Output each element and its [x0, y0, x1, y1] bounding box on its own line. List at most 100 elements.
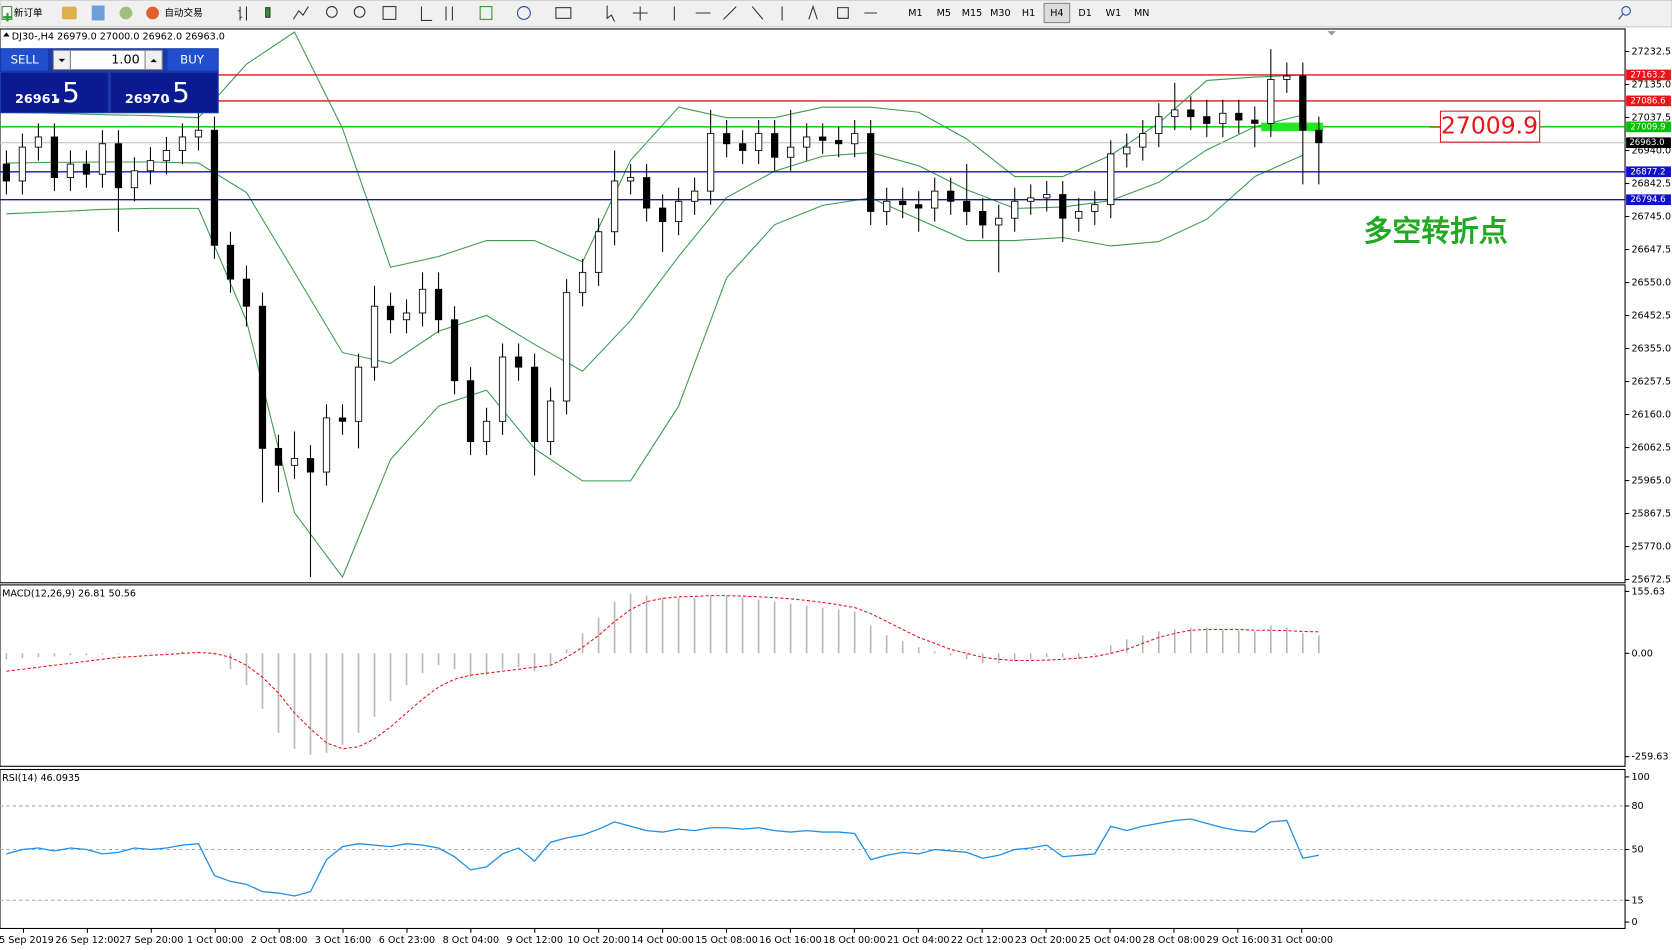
lots-down-arrow: [58, 58, 66, 63]
buy-button[interactable]: BUY: [167, 49, 218, 71]
macd-bar: [1189, 627, 1192, 654]
candle-body: [803, 136, 811, 148]
price-tick-label: 26550.0: [1631, 278, 1671, 289]
candle-body: [1155, 116, 1163, 135]
candle-body: [258, 305, 267, 449]
level-label-box: [1626, 121, 1671, 133]
macd-bar: [661, 597, 664, 654]
timeframe-button[interactable]: W1: [1106, 8, 1122, 19]
candle-body: [562, 292, 571, 402]
macd-bar: [1286, 627, 1288, 654]
macd-bar: [565, 649, 568, 654]
timeframe-button[interactable]: H4: [1050, 8, 1063, 19]
time-label: 27 Sep 20:00: [119, 935, 183, 946]
macd-bar: [757, 599, 760, 654]
macd-bar: [261, 653, 264, 710]
sell-button[interactable]: SELL: [1, 49, 49, 71]
time-label: 25 Sep 2019: [0, 935, 54, 946]
sell-label: SELL: [11, 52, 39, 66]
candle-body: [338, 417, 347, 422]
timeframe-button[interactable]: MN: [1134, 8, 1149, 19]
candle-body: [578, 271, 587, 294]
price-tick-label: 26940.0: [1631, 146, 1671, 157]
sell-price-pips: .5: [53, 76, 79, 109]
timeframe-button[interactable]: M15: [962, 8, 983, 19]
time-label: 10 Oct 20:00: [567, 935, 630, 946]
macd-bar: [1221, 629, 1224, 654]
candle-body: [50, 136, 59, 179]
candle-body: [114, 143, 123, 189]
rsi-tick-label: 50: [1631, 844, 1643, 855]
price-tick-label: 25672.5: [1631, 575, 1671, 586]
annotation-text: 多空转折点: [1364, 214, 1508, 248]
macd-bar: [469, 653, 472, 678]
level-label: 27086.6: [1630, 96, 1665, 106]
price-tick-label: 25770.0: [1631, 542, 1671, 553]
macd-bar: [901, 641, 904, 654]
price-tick-label: 26257.5: [1631, 377, 1671, 388]
auto-trading-button[interactable]: 自动交易: [146, 6, 203, 20]
candle-body: [482, 420, 491, 443]
sell-price-main: 26961: [15, 92, 60, 107]
header-arrow: [3, 32, 10, 37]
macd-bar: [725, 595, 728, 654]
macd-bar: [405, 653, 408, 686]
candle-body: [130, 170, 139, 189]
candle-body: [322, 417, 331, 473]
candle-body: [66, 163, 75, 179]
macd-bar: [549, 653, 552, 666]
macd-bar: [949, 653, 952, 656]
candle-body: [1267, 78, 1275, 124]
macd-bar: [101, 653, 104, 655]
macd-bar: [1254, 631, 1256, 654]
rsi-tick-label: 0: [1631, 917, 1637, 928]
macd-bar: [1237, 630, 1240, 654]
macd-bar: [805, 605, 808, 654]
timeframe-button[interactable]: M1: [908, 8, 922, 19]
timeframe-button[interactable]: D1: [1078, 8, 1092, 19]
macd-bar: [37, 653, 40, 658]
price-tick-label: 26745.0: [1631, 212, 1671, 223]
macd-bar: [309, 653, 312, 755]
new-order-button[interactable]: 新订单: [1, 6, 43, 22]
candle-body: [178, 136, 187, 151]
time-label: 2 Oct 08:00: [251, 935, 307, 946]
timeframe-button[interactable]: M5: [937, 8, 951, 19]
macd-bar: [5, 653, 8, 660]
macd-bar: [885, 635, 888, 654]
candle-body: [787, 146, 795, 158]
candle-body: [723, 133, 731, 145]
macd-bar: [693, 597, 696, 654]
timeframe-button[interactable]: H1: [1022, 8, 1035, 19]
candle-body: [546, 400, 555, 443]
search-icon[interactable]: [1618, 6, 1631, 20]
buy-price-box[interactable]: [110, 72, 218, 113]
macd-bar: [293, 653, 296, 749]
candle-body: [674, 200, 683, 223]
candle-body: [1203, 116, 1211, 124]
candle-body: [706, 133, 715, 192]
time-label: 18 Oct 00:00: [823, 935, 886, 946]
candle-body: [82, 163, 91, 175]
macd-bar: [741, 597, 744, 654]
time-label: 23 Oct 20:00: [1015, 935, 1078, 946]
macd-bar: [277, 653, 280, 733]
candle-body: [819, 136, 827, 141]
candle-body: [1059, 194, 1067, 219]
level-label-box: [1626, 69, 1671, 81]
candle-body: [306, 458, 315, 473]
auto-trading-label: 自动交易: [164, 7, 202, 19]
level-label-box: [1626, 166, 1671, 178]
price-tick-label: 26647.5: [1631, 245, 1671, 256]
timeframe-button[interactable]: M30: [990, 8, 1011, 19]
macd-bar: [1093, 653, 1096, 656]
trade-panel: SELL 1.00 BUY 26961 .5 26970 .5: [0, 48, 219, 114]
macd-bar: [389, 653, 392, 702]
toolbar: [0, 0, 1672, 28]
sell-price-box[interactable]: [1, 72, 108, 113]
macd-bar: [933, 651, 936, 654]
macd-bar: [837, 609, 840, 654]
macd-bar: [981, 653, 984, 664]
macd-bar: [533, 653, 536, 672]
